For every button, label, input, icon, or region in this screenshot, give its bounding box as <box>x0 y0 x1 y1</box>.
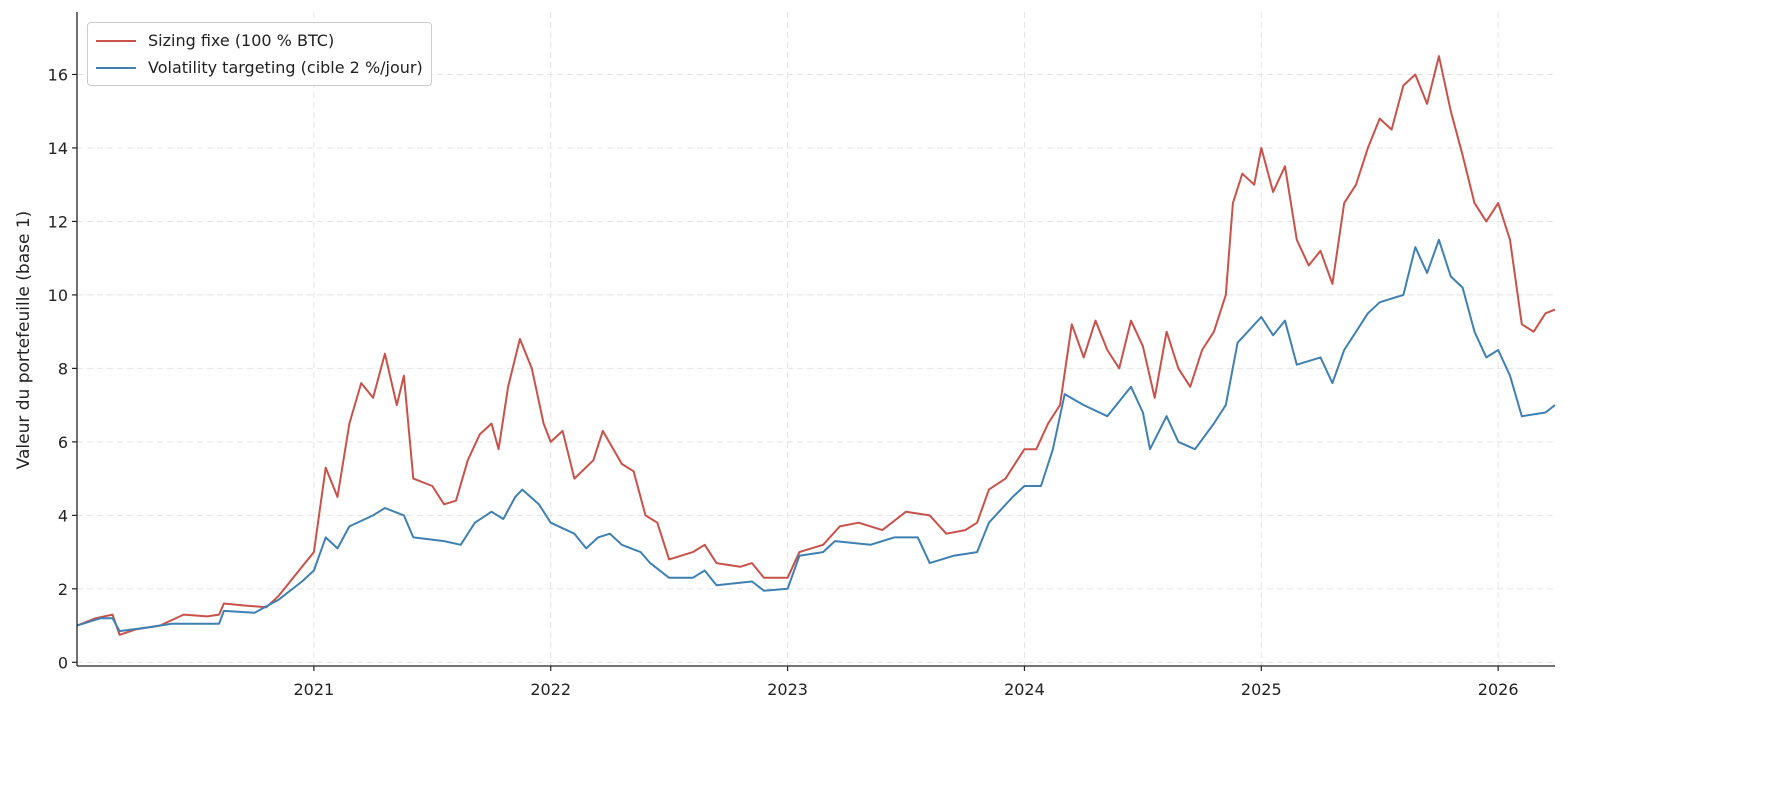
x-tick-label: 2025 <box>1241 680 1282 699</box>
legend-swatch-voltarget <box>96 66 136 69</box>
legend-item-fixed: Sizing fixe (100 % BTC) <box>96 27 423 54</box>
legend-swatch-fixed <box>96 39 136 42</box>
y-tick-label: 0 <box>58 653 68 672</box>
y-axis-label: Valeur du portefeuille (base 1) <box>14 211 34 470</box>
axes: 0 2 4 6 8 10 12 14 16 2021 2022 2023 2024 2025 2026 <box>48 12 1555 699</box>
legend-item-voltarget: Volatility targeting (cible 2 %/jour) <box>96 54 423 81</box>
y-tick-label: 16 <box>48 65 68 84</box>
series-line-vol-targeting <box>76 238 1556 633</box>
series-line-fixed-sizing <box>76 55 1556 636</box>
y-tick-label: 2 <box>58 580 68 599</box>
x-tick-label: 2023 <box>767 680 808 699</box>
legend-label-voltarget: Volatility targeting (cible 2 %/jour) <box>148 58 423 77</box>
y-tick-label: 8 <box>58 359 68 378</box>
x-tick-label: 2026 <box>1478 680 1519 699</box>
x-tick-label: 2024 <box>1004 680 1045 699</box>
legend-label-fixed: Sizing fixe (100 % BTC) <box>148 31 335 50</box>
y-tick-label: 10 <box>48 286 68 305</box>
x-tick-label: 2022 <box>530 680 571 699</box>
legend: Sizing fixe (100 % BTC) Volatility targe… <box>87 22 432 86</box>
x-tick-label: 2021 <box>293 680 334 699</box>
y-tick-label: 6 <box>58 433 68 452</box>
grid <box>77 12 1555 666</box>
series-layer <box>76 55 1556 636</box>
y-tick-label: 12 <box>48 212 68 231</box>
y-tick-label: 14 <box>48 139 68 158</box>
y-tick-label: 4 <box>58 506 68 525</box>
